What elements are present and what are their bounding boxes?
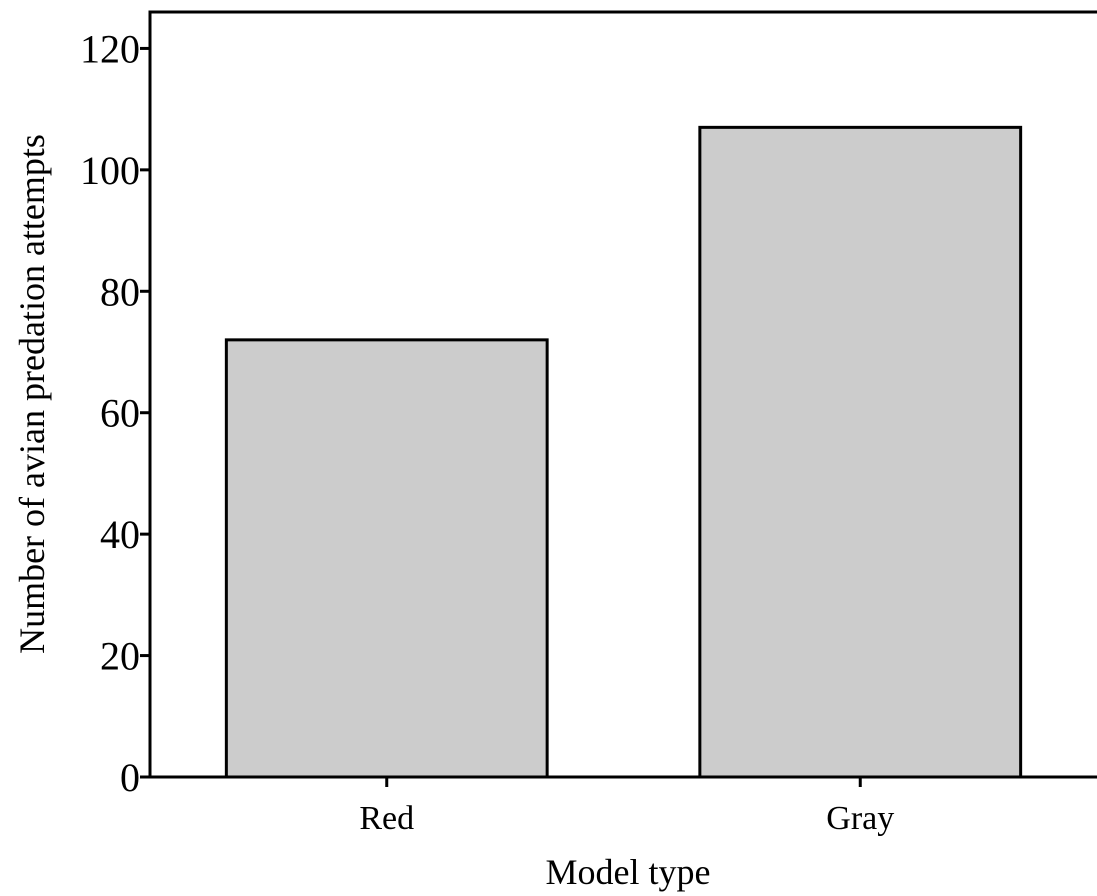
y-tick-label: 120 xyxy=(80,26,140,71)
bar-gray xyxy=(698,125,1023,779)
x-tick-label: Gray xyxy=(826,800,894,837)
bars xyxy=(224,125,1023,779)
y-tick-label: 80 xyxy=(100,269,140,314)
y-tick-label: 20 xyxy=(100,634,140,679)
y-tick-label: 0 xyxy=(120,755,140,800)
x-axis-title: Model type xyxy=(546,852,711,892)
bar-red xyxy=(224,338,549,779)
y-tick-label: 60 xyxy=(100,391,140,436)
y-axis-title: Number of avian predation attempts xyxy=(12,134,52,654)
y-axis-ticks: 0 20 40 60 80 100 120 xyxy=(80,26,150,800)
x-axis-ticks: Red Gray xyxy=(359,777,894,837)
plot-frame xyxy=(148,10,1097,777)
y-tick-label: 100 xyxy=(80,148,140,193)
x-tick-label: Red xyxy=(359,800,414,837)
y-tick-label: 40 xyxy=(100,512,140,557)
